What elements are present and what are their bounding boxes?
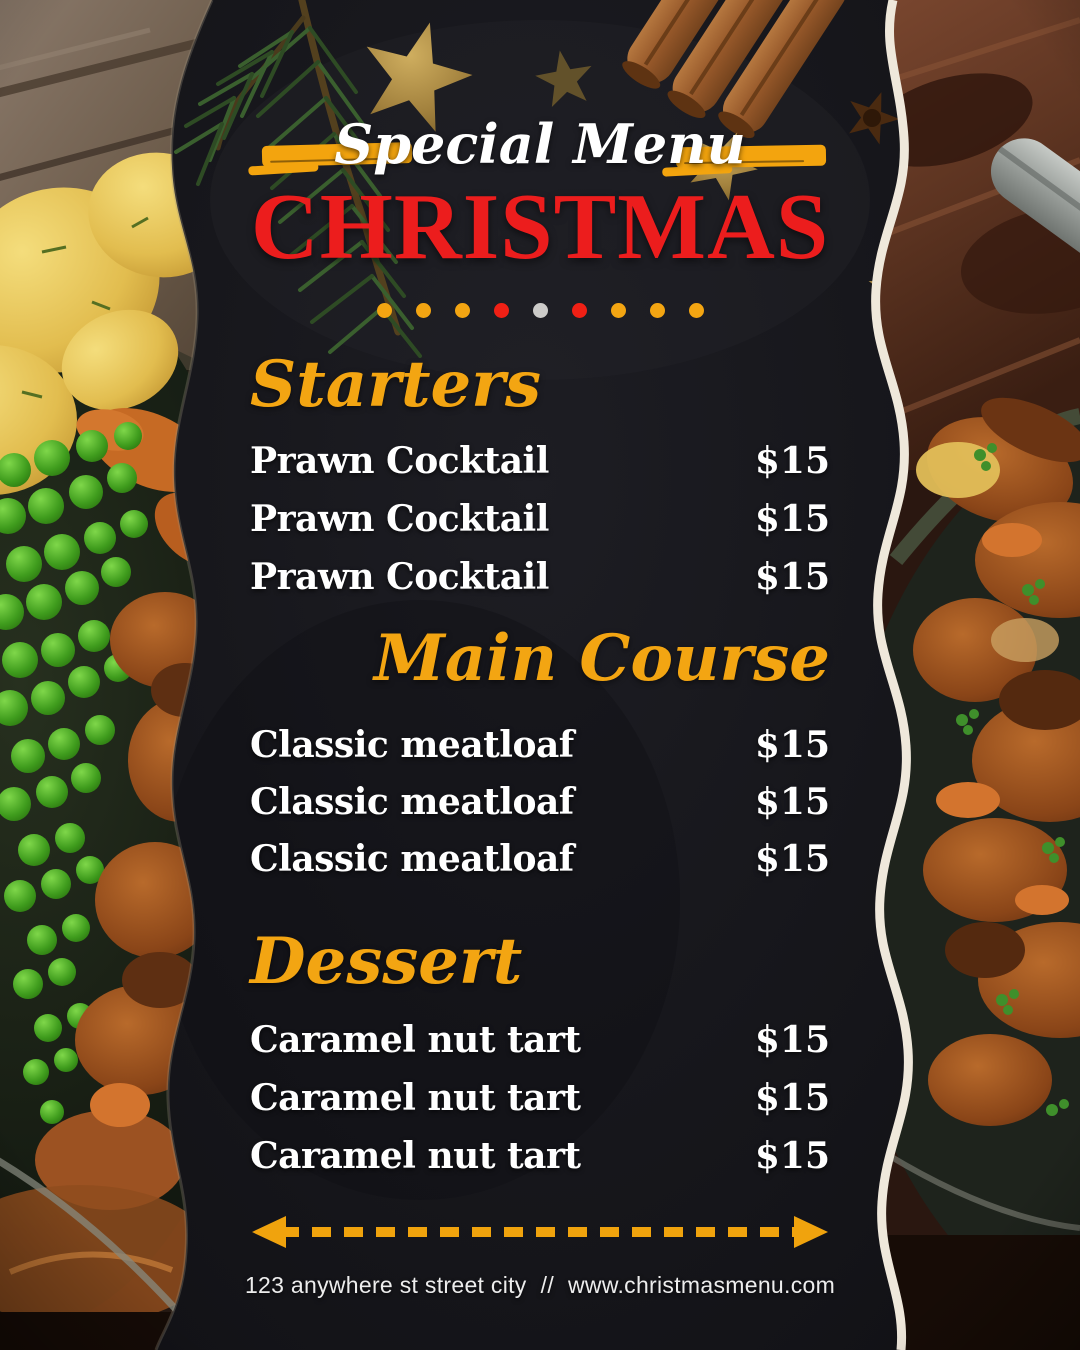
dot <box>571 303 587 318</box>
menu-item-row: Classic meatloaf $15 <box>250 838 830 881</box>
menu-item-row: Classic meatloaf $15 <box>250 781 830 824</box>
item-name: Prawn Cocktail <box>250 556 549 598</box>
menu-item-row: Classic meatloaf $15 <box>250 724 830 767</box>
dashed-arrow-divider <box>250 1212 830 1252</box>
poster-title: CHRISTMAS <box>250 175 830 279</box>
dot <box>532 303 548 318</box>
menu-item-row: Prawn Cocktail $15 <box>250 556 830 599</box>
menu-sections: Starters Prawn Cocktail $15 Prawn Cockta… <box>250 0 830 1350</box>
section-heading-starters: Starters <box>250 347 541 422</box>
menu-item-row: Caramel nut tart $15 <box>250 1019 830 1062</box>
item-price: $15 <box>754 498 830 540</box>
menu-item-row: Caramel nut tart $15 <box>250 1135 830 1178</box>
dot <box>415 303 431 318</box>
menu-item-row: Prawn Cocktail $15 <box>250 498 830 541</box>
item-price: $15 <box>754 838 830 880</box>
footer-contact: 123 anywhere st street city // www.chris… <box>0 1272 1080 1299</box>
item-price: $15 <box>754 1135 830 1177</box>
dot <box>649 303 665 318</box>
dot <box>688 303 704 318</box>
section-heading-dessert: Dessert <box>250 924 523 999</box>
item-name: Prawn Cocktail <box>250 440 549 482</box>
item-price: $15 <box>754 556 830 598</box>
item-price: $15 <box>754 781 830 823</box>
dot <box>610 303 626 318</box>
menu-item-row: Prawn Cocktail $15 <box>250 440 830 483</box>
item-price: $15 <box>754 1077 830 1119</box>
item-name: Classic meatloaf <box>250 724 574 766</box>
item-name: Classic meatloaf <box>250 838 574 880</box>
item-name: Prawn Cocktail <box>250 498 549 540</box>
footer-separator: // <box>540 1272 555 1298</box>
item-price: $15 <box>754 1019 830 1061</box>
item-name: Caramel nut tart <box>250 1077 581 1119</box>
dot <box>454 303 470 318</box>
item-name: Classic meatloaf <box>250 781 574 823</box>
footer-address: 123 anywhere st street city <box>244 1272 527 1298</box>
dot-divider <box>0 303 1080 318</box>
section-heading-main-course: Main Course <box>373 621 830 696</box>
item-price: $15 <box>754 440 830 482</box>
dot <box>376 303 392 318</box>
item-name: Caramel nut tart <box>250 1019 581 1061</box>
menu-item-row: Caramel nut tart $15 <box>250 1077 830 1120</box>
footer-website: www.christmasmenu.com <box>568 1272 836 1298</box>
item-price: $15 <box>754 724 830 766</box>
item-name: Caramel nut tart <box>250 1135 581 1177</box>
eyebrow-special-menu: Special Menu <box>334 112 746 176</box>
dot <box>493 303 509 318</box>
arrow-icon <box>252 1216 828 1248</box>
